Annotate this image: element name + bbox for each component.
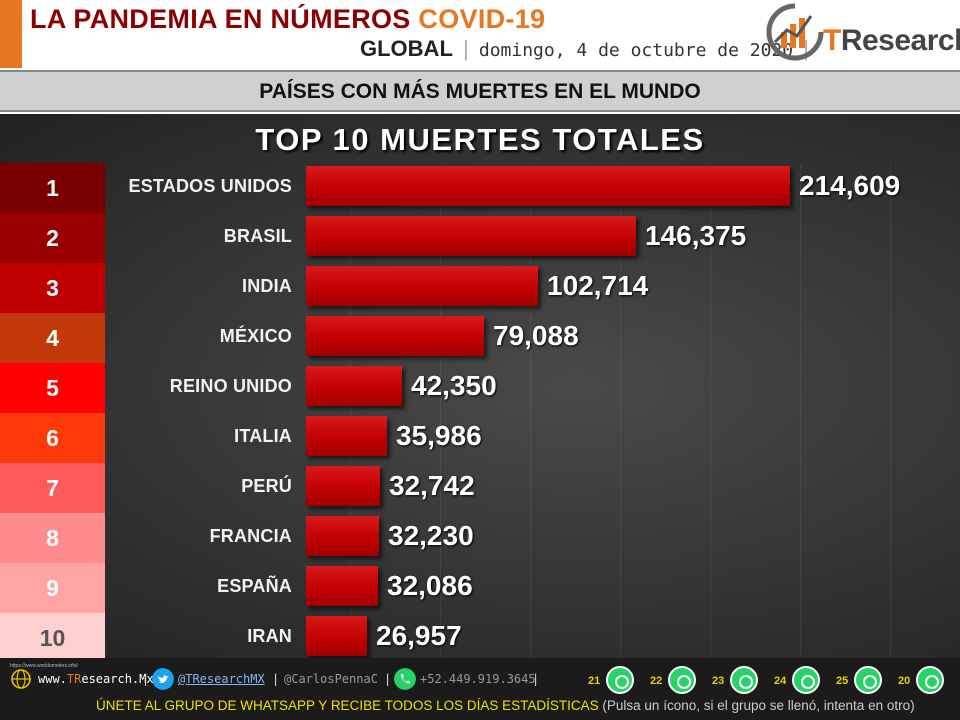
footer-cta-row: ÚNETE AL GRUPO DE WHATSAPP Y RECIBE TODO…	[0, 698, 960, 718]
deaths-value-label: 214,609	[799, 170, 901, 201]
whatsapp-group-number: 22	[650, 675, 663, 687]
deaths-bar	[306, 516, 379, 556]
rank-badge: 1	[0, 163, 105, 213]
rank-badge: 10	[0, 613, 105, 663]
background-gridline	[350, 164, 351, 658]
whatsapp-group-number: 21	[588, 675, 601, 687]
whatsapp-group-number: 20	[898, 675, 911, 687]
website-highlight: TR	[66, 672, 82, 686]
deaths-value-label: 146,375	[645, 220, 747, 251]
background-gridline	[440, 164, 441, 658]
phone-number[interactable]: +52.449.919.3645	[420, 672, 536, 686]
deaths-value-label: 26,957	[376, 620, 462, 651]
country-label: ESPAÑA	[217, 576, 292, 596]
deaths-value-label: 32,742	[389, 470, 475, 501]
country-label: BRASIL	[223, 226, 292, 246]
author-handle[interactable]: @CarlosPennaC	[284, 672, 378, 686]
whatsapp-cta: ÚNETE AL GRUPO DE WHATSAPP Y RECIBE TODO…	[96, 698, 915, 713]
whatsapp-group-icon[interactable]	[792, 666, 820, 694]
background-gridline	[800, 164, 801, 658]
twitter-icon[interactable]	[152, 668, 174, 690]
page-title-highlight: COVID-19	[418, 4, 546, 34]
background-gridline	[890, 164, 891, 658]
cta-note: (Pulsa un ícono, si el grupo se llenó, i…	[602, 698, 915, 713]
background-gridline	[710, 164, 711, 658]
deaths-bar	[306, 616, 367, 656]
whatsapp-group-icon[interactable]	[916, 666, 944, 694]
footer-links-row: www.TResearch.Mx | @TResearchMX | @Carlo…	[0, 664, 960, 694]
separator: |	[463, 36, 469, 61]
website-prefix: www.	[38, 672, 67, 686]
scope-date-line: GLOBAL | domingo, 4 de octubre de 2020 |	[360, 36, 813, 62]
deaths-value-label: 79,088	[493, 320, 579, 351]
rank-badge: 2	[0, 213, 105, 263]
background-gridline	[530, 164, 531, 658]
deaths-bar	[306, 366, 402, 406]
tresearch-logo[interactable]: TResearch	[765, 2, 960, 64]
globe-icon	[11, 669, 31, 689]
header-accent-bar	[0, 0, 22, 68]
rank-badge: 4	[0, 313, 105, 363]
separator: |	[272, 672, 280, 686]
rank-badge: 6	[0, 413, 105, 463]
rank-badge: 3	[0, 263, 105, 313]
deaths-bar	[306, 566, 378, 606]
country-label: INDIA	[242, 276, 292, 296]
deaths-bar	[306, 166, 790, 206]
page-title: LA PANDEMIA EN NÚMEROS COVID-19	[30, 4, 545, 35]
logo-brand-text: TResearch	[823, 24, 960, 58]
whatsapp-group-icon[interactable]	[668, 666, 696, 694]
cta-text: ÚNETE AL GRUPO DE WHATSAPP Y RECIBE TODO…	[96, 698, 599, 713]
deaths-bar	[306, 216, 636, 256]
separator: |	[532, 672, 540, 686]
website-suffix: esearch.Mx	[81, 672, 154, 686]
deaths-bar	[306, 416, 387, 456]
deaths-value-label: 102,714	[547, 270, 649, 301]
rank-badge: 8	[0, 513, 105, 563]
chart-title: TOP 10 MUERTES TOTALES	[255, 122, 705, 157]
rank-badge: 7	[0, 463, 105, 513]
country-label: FRANCIA	[209, 526, 292, 546]
logo-brand-rest: Research	[840, 24, 960, 57]
separator: |	[384, 672, 392, 686]
source-link[interactable]: https://www.worldometers.info/	[10, 663, 78, 669]
deaths-value-label: 35,986	[396, 420, 482, 451]
deaths-bar-chart: TOP 10 MUERTES TOTALES 1 ESTADOS UNIDOS 21…	[0, 114, 960, 663]
rank-badge: 5	[0, 363, 105, 413]
country-label: IRAN	[247, 626, 292, 646]
country-label: ITALIA	[234, 426, 292, 446]
whatsapp-group-icon[interactable]	[854, 666, 882, 694]
deaths-bar	[306, 316, 484, 356]
header: LA PANDEMIA EN NÚMEROS COVID-19 GLOBAL |…	[0, 0, 960, 68]
whatsapp-group-number: 23	[712, 675, 725, 687]
logo-emblem-icon	[766, 3, 824, 61]
country-label: PERÚ	[241, 476, 292, 496]
scope-label: GLOBAL	[360, 36, 453, 61]
whatsapp-group-icon[interactable]	[730, 666, 758, 694]
whatsapp-phone-icon[interactable]	[394, 668, 416, 690]
subtitle-band: PAÍSES CON MÁS MUERTES EN EL MUNDO	[0, 70, 960, 112]
deaths-bar	[306, 466, 380, 506]
deaths-value-label: 32,086	[387, 570, 473, 601]
country-label: REINO UNIDO	[169, 376, 292, 396]
twitter-handle-link[interactable]: @TResearchMX	[178, 672, 265, 686]
page-title-main: LA PANDEMIA EN NÚMEROS	[30, 4, 411, 34]
rank-badge: 9	[0, 563, 105, 613]
separator: |	[803, 36, 809, 61]
country-label: MÉXICO	[219, 326, 292, 346]
report-date: domingo, 4 de octubre de 2020	[478, 40, 794, 61]
subtitle: PAÍSES CON MÁS MUERTES EN EL MUNDO	[259, 80, 701, 103]
whatsapp-group-number: 25	[836, 675, 849, 687]
whatsapp-group-number: 24	[774, 675, 787, 687]
footer: www.TResearch.Mx | @TResearchMX | @Carlo…	[0, 658, 960, 720]
deaths-value-label: 42,350	[411, 370, 497, 401]
separator: |	[142, 672, 150, 686]
deaths-bar	[306, 266, 538, 306]
whatsapp-group-icon[interactable]	[606, 666, 634, 694]
background-gridline	[620, 164, 621, 658]
logo-brand-t: T	[823, 24, 841, 57]
country-label: ESTADOS UNIDOS	[128, 176, 292, 196]
website-link[interactable]: www.TResearch.Mx	[38, 672, 154, 686]
deaths-value-label: 32,230	[388, 520, 474, 551]
